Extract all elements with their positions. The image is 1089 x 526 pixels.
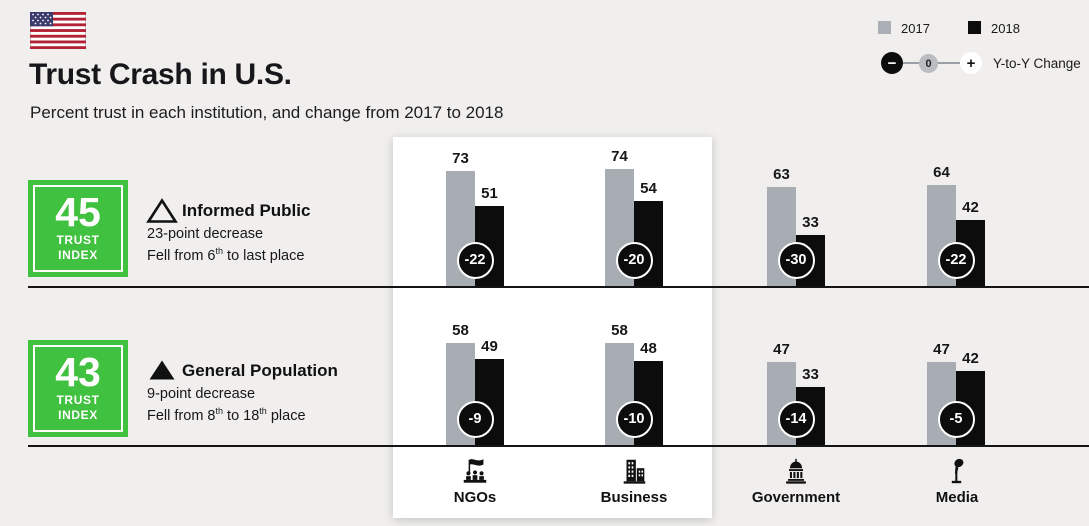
legend-label-2018: 2018 [991,21,1020,36]
legend-swatch-2018 [968,21,981,34]
value-2018-ngos-general-population: 49 [481,338,498,355]
value-2018-government-informed-public: 33 [802,214,819,231]
triangle-outline-icon [146,198,178,223]
category-label: Media [935,489,979,506]
change-badge-ngos-informed-public: -22 [456,241,494,279]
triangle-filled-icon [149,360,175,380]
category-label: Business [600,489,668,506]
category-business[interactable]: Business [569,452,699,506]
change-badge-business-general-population: -10 [615,400,653,438]
ngos-icon [410,452,540,486]
trust-index-word-2: INDEX [58,248,98,262]
group-change-summary: 9-point decrease [147,386,256,402]
us-flag-icon [30,12,86,49]
trust-index-box-informed-public: 45 TRUST INDEX [28,180,128,277]
legend-swatch-2017 [878,21,891,34]
value-2018-government-general-population: 33 [802,366,819,383]
category-government[interactable]: Government [731,452,861,506]
zero-icon: 0 [919,54,938,73]
trust-index-box-general-population: 43 TRUST INDEX [28,340,128,437]
value-2017-business-informed-public: 74 [611,148,628,165]
group-change-summary: 23-point decrease [147,226,264,242]
business-icon [569,452,699,486]
trust-index-value: 43 [55,349,101,395]
page-title: Trust Crash in U.S. [29,58,292,91]
value-2018-media-general-population: 42 [962,350,979,367]
value-2017-media-informed-public: 64 [933,164,950,181]
group-name-informed-public: Informed Public [182,201,311,220]
category-ngos[interactable]: NGOs [410,452,540,506]
change-legend-label: Y-to-Y Change [993,56,1081,71]
change-badge-government-general-population: -14 [777,400,815,438]
trust-index-word-1: TRUST [56,233,100,247]
trust-index-word-2: INDEX [58,408,98,422]
change-badge-ngos-general-population: -9 [456,400,494,438]
value-2017-business-general-population: 58 [611,322,628,339]
row-separator-general-population [28,445,1089,447]
value-2017-ngos-general-population: 58 [452,322,469,339]
trust-index-box-border [33,345,123,432]
change-badge-media-informed-public: -22 [937,241,975,279]
change-badge-business-informed-public: -20 [615,241,653,279]
category-label: NGOs [453,489,497,506]
change-badge-media-general-population: -5 [937,400,975,438]
government-icon [731,452,861,486]
value-2017-government-general-population: 47 [773,341,790,358]
group-name-general-population: General Population [182,361,338,380]
group-rank-detail: Fell from 8th to 18th place [147,406,306,424]
trust-index-value: 45 [55,189,101,235]
value-2018-business-general-population: 48 [640,340,657,357]
plus-icon: + [960,52,982,74]
trust-index-box-border [33,185,123,272]
page-subtitle: Percent trust in each institution, and c… [30,103,504,122]
change-badge-government-informed-public: -30 [777,241,815,279]
value-2018-media-informed-public: 42 [962,199,979,216]
legend-label-2017: 2017 [901,21,930,36]
value-2018-business-informed-public: 54 [640,180,657,197]
category-label: Government [751,489,841,506]
media-microphone-icon [892,452,1022,486]
category-media[interactable]: Media [892,452,1022,506]
value-2018-ngos-informed-public: 51 [481,185,498,202]
minus-icon: − [881,52,903,74]
value-2017-government-informed-public: 63 [773,166,790,183]
value-2017-media-general-population: 47 [933,341,950,358]
trust-index-word-1: TRUST [56,393,100,407]
value-2017-ngos-informed-public: 73 [452,150,469,167]
row-separator-informed-public [28,286,1089,288]
group-rank-detail: Fell from 6th to last place [147,246,305,264]
